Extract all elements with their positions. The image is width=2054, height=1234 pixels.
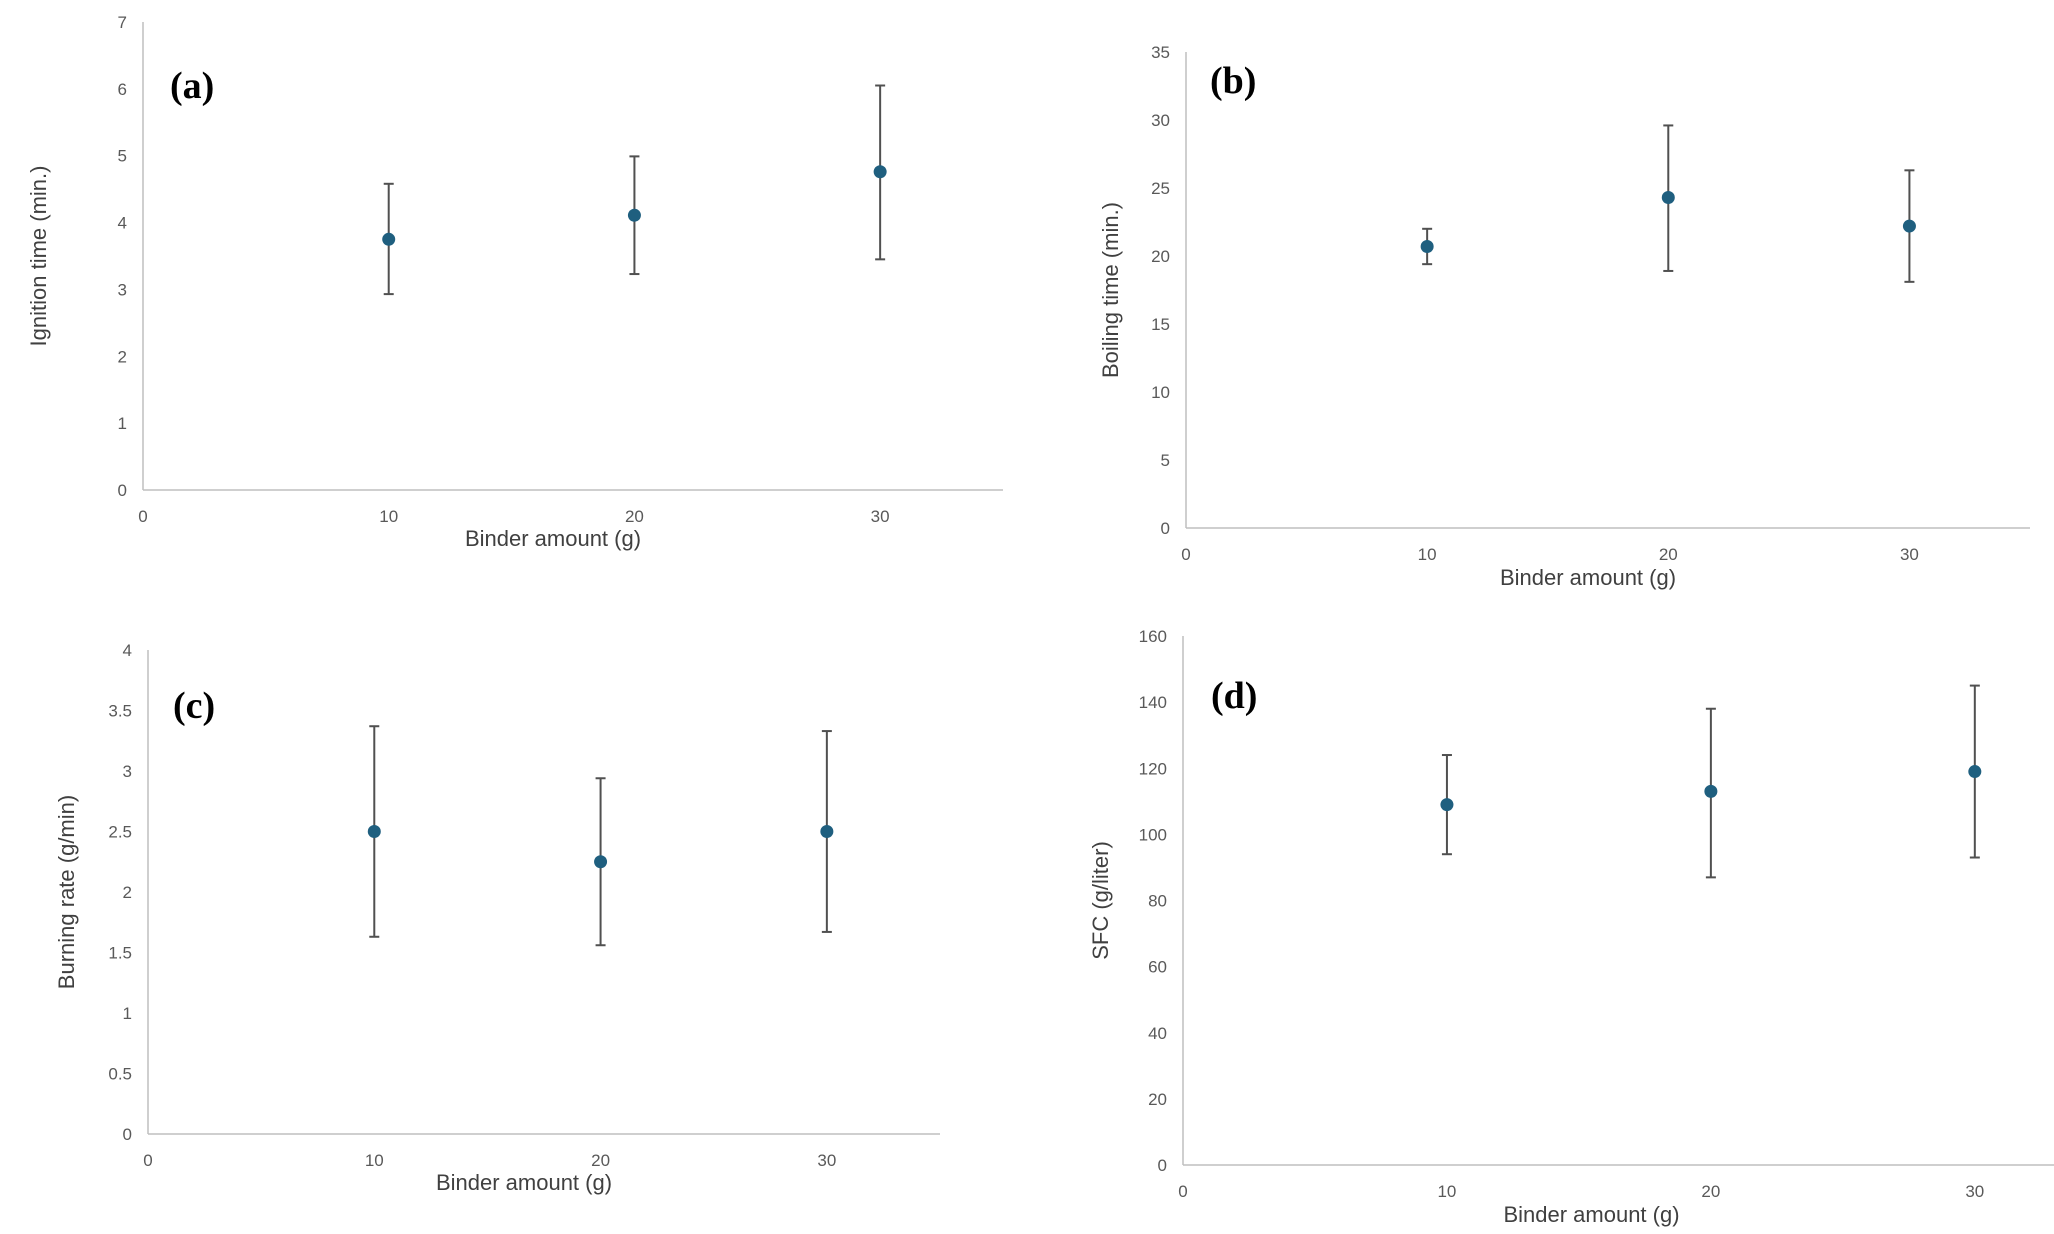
y-tick-label: 5 <box>118 147 127 166</box>
data-point <box>1440 798 1454 812</box>
x-axis-label: Binder amount (g) <box>1503 1202 1679 1227</box>
y-tick-label: 30 <box>1151 111 1170 130</box>
panel-label: (b) <box>1210 60 1256 102</box>
x-tick-label: 10 <box>1418 545 1437 564</box>
x-tick-label: 0 <box>1178 1182 1187 1201</box>
y-tick-label: 120 <box>1139 759 1167 778</box>
y-tick-label: 1 <box>123 1004 132 1023</box>
y-tick-label: 35 <box>1151 43 1170 62</box>
panel-label: (d) <box>1211 675 1257 717</box>
x-tick-label: 30 <box>1965 1182 1984 1201</box>
x-tick-label: 20 <box>1701 1182 1720 1201</box>
y-tick-label: 20 <box>1151 247 1170 266</box>
y-tick-label: 2 <box>123 883 132 902</box>
chart-panel-d: 0 20 40 60 80 100 120 140 160 0 10 20 30 Binder amoun… <box>1088 627 2054 1227</box>
data-point <box>1704 784 1718 798</box>
y-tick-label: 40 <box>1148 1024 1167 1043</box>
data-point <box>1902 219 1916 233</box>
y-axis-label: Boiling time (min.) <box>1098 202 1123 378</box>
y-tick-label: 10 <box>1151 383 1170 402</box>
y-tick-label: 6 <box>118 80 127 99</box>
x-tick-label: 20 <box>625 507 644 526</box>
x-tick-label: 30 <box>871 507 890 526</box>
y-tick-label: 3.5 <box>108 702 132 721</box>
y-tick-label: 2 <box>118 347 127 366</box>
y-tick-label: 20 <box>1148 1090 1167 1109</box>
x-axis-label: Binder amount (g) <box>436 1170 612 1195</box>
data-point <box>873 165 887 179</box>
x-axis-label: Binder amount (g) <box>465 526 641 551</box>
data-point <box>382 232 396 246</box>
y-tick-label: 4 <box>123 641 132 660</box>
x-tick-label: 30 <box>817 1151 836 1170</box>
chart-panel-c: 0 0.5 1 1.5 2 2.5 3 3.5 4 0 10 20 30 Binder amount (g… <box>54 641 940 1195</box>
y-tick-label: 0.5 <box>108 1065 132 1084</box>
y-tick-label: 3 <box>123 762 132 781</box>
data-point <box>627 208 641 222</box>
y-tick-label: 80 <box>1148 892 1167 911</box>
y-tick-label: 0 <box>123 1125 132 1144</box>
y-tick-label: 0 <box>118 481 127 500</box>
panel-label: (a) <box>170 65 214 107</box>
y-tick-label: 140 <box>1139 693 1167 712</box>
y-tick-label: 7 <box>118 13 127 32</box>
x-tick-label: 0 <box>1181 545 1190 564</box>
x-tick-label: 10 <box>365 1151 384 1170</box>
data-point <box>594 855 608 869</box>
y-tick-label: 1.5 <box>108 944 132 963</box>
panel-label: (c) <box>173 685 215 727</box>
y-tick-label: 4 <box>118 214 127 233</box>
data-point <box>1968 765 1982 779</box>
y-tick-label: 25 <box>1151 179 1170 198</box>
y-tick-label: 1 <box>118 414 127 433</box>
y-axis-label: Burning rate (g/min) <box>54 795 79 989</box>
y-tick-label: 60 <box>1148 958 1167 977</box>
y-tick-label: 0 <box>1158 1156 1167 1175</box>
y-tick-label: 3 <box>118 280 127 299</box>
x-axis-label: Binder amount (g) <box>1500 565 1676 590</box>
x-tick-label: 10 <box>1437 1182 1456 1201</box>
x-tick-label: 0 <box>138 507 147 526</box>
y-tick-label: 5 <box>1161 451 1170 470</box>
x-tick-label: 30 <box>1900 545 1919 564</box>
data-point <box>1420 239 1434 253</box>
y-tick-label: 15 <box>1151 315 1170 334</box>
chart-panel-b: 0 5 10 15 20 25 30 35 0 10 20 30 Binder amount (g) Bo… <box>1098 43 2030 590</box>
x-tick-label: 0 <box>143 1151 152 1170</box>
y-axis-label: Ignition time (min.) <box>26 166 51 347</box>
data-point <box>820 825 834 838</box>
data-point <box>1661 191 1675 205</box>
chart-panel-a: 0 1 2 3 4 5 6 7 0 10 20 30 Binder amount (g) Ignition… <box>26 13 1003 551</box>
y-tick-label: 0 <box>1161 519 1170 538</box>
y-axis-label: SFC (g/liter) <box>1088 841 1113 960</box>
x-tick-label: 20 <box>591 1151 610 1170</box>
x-tick-label: 20 <box>1659 545 1678 564</box>
x-tick-label: 10 <box>379 507 398 526</box>
data-point <box>367 825 381 838</box>
y-tick-label: 2.5 <box>108 823 132 842</box>
y-tick-label: 160 <box>1139 627 1167 646</box>
y-tick-label: 100 <box>1139 825 1167 844</box>
